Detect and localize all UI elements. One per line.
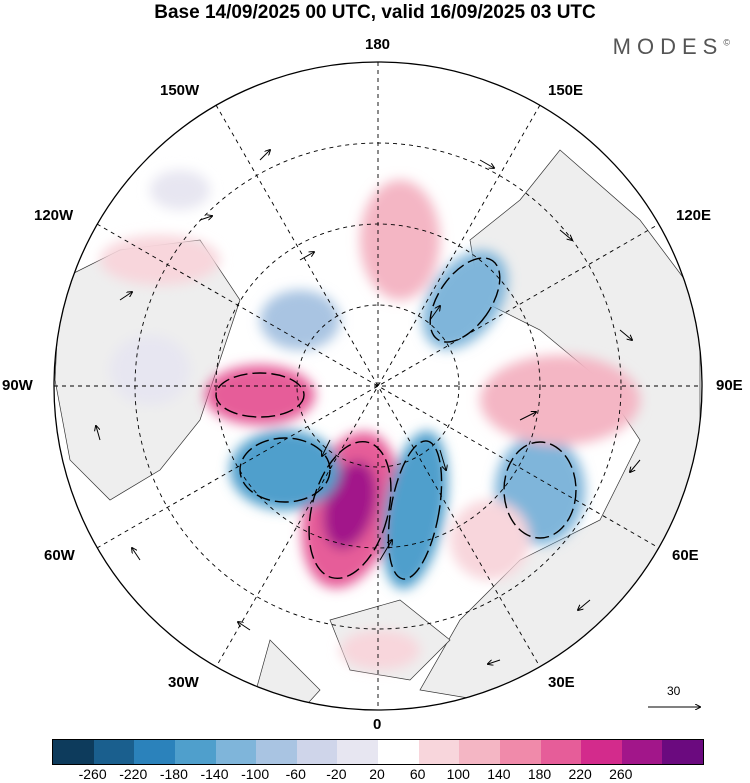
colorbar-swatch xyxy=(418,740,460,764)
lon-label-60e: 60E xyxy=(672,547,699,564)
lon-label-0: 0 xyxy=(373,716,382,733)
colorbar-tick-label: 220 xyxy=(568,766,592,782)
colorbar xyxy=(52,739,704,765)
modes-logo: MODES© xyxy=(613,34,730,60)
colorbar-swatch xyxy=(499,740,541,764)
colorbar-swatch xyxy=(581,740,622,764)
colorbar-tick-label: -20 xyxy=(326,766,347,782)
lon-label-180: 180 xyxy=(365,36,391,53)
colorbar-swatch xyxy=(93,740,135,764)
colorbar-tick-label: -220 xyxy=(119,766,148,782)
lon-label-150w: 150W xyxy=(160,82,200,99)
colorbar-swatch xyxy=(459,740,500,764)
colorbar-tick-label: 140 xyxy=(487,766,511,782)
colorbar-swatch xyxy=(337,740,378,764)
colorbar-tick-label: 100 xyxy=(446,766,470,782)
colorbar-tick-label: -260 xyxy=(78,766,107,782)
colorbar-swatch xyxy=(296,740,338,764)
lon-label-120w: 120W xyxy=(34,207,74,224)
lon-label-30w: 30W xyxy=(168,674,199,691)
colorbar-tick-label: -140 xyxy=(200,766,229,782)
colorbar-tick-label: 20 xyxy=(369,766,385,782)
colorbar-tick-label: 60 xyxy=(409,766,426,782)
brand-mark: © xyxy=(723,37,730,48)
graticule xyxy=(54,62,702,710)
colorbar-swatch xyxy=(378,740,419,764)
lon-label-150e: 150E xyxy=(548,82,584,99)
lon-label-90w: 90W xyxy=(2,377,33,394)
colorbar-swatch xyxy=(174,740,216,764)
chart-title: Base 14/09/2025 00 UTC, valid 16/09/2025… xyxy=(154,2,596,23)
colorbar-swatch xyxy=(621,740,663,764)
colorbar-tick-label: 180 xyxy=(527,766,552,782)
colorbar-swatch xyxy=(540,740,582,764)
lon-label-60w: 60W xyxy=(44,547,75,564)
contours xyxy=(215,257,577,580)
anomaly-field xyxy=(100,170,640,670)
brand-name: MODES xyxy=(612,34,724,59)
colorbar-swatch xyxy=(662,740,703,764)
wind-vectors xyxy=(96,150,641,664)
reference-vector-label: 30 xyxy=(667,684,681,698)
colorbar-swatch xyxy=(134,740,175,764)
colorbar-tick-label: -60 xyxy=(285,766,306,782)
colorbar-tick-label: -100 xyxy=(241,766,270,782)
lon-label-30e: 30E xyxy=(548,674,575,691)
colorbar-tick-label: 260 xyxy=(609,766,633,782)
lon-label-120e: 120E xyxy=(676,207,712,224)
lon-label-90e: 90E xyxy=(716,377,743,394)
colorbar-swatch xyxy=(256,740,297,764)
colorbar-swatch xyxy=(215,740,257,764)
map-boundary xyxy=(53,61,703,711)
colorbar-tick-label: -180 xyxy=(159,766,188,782)
colorbar-swatch xyxy=(53,740,94,764)
